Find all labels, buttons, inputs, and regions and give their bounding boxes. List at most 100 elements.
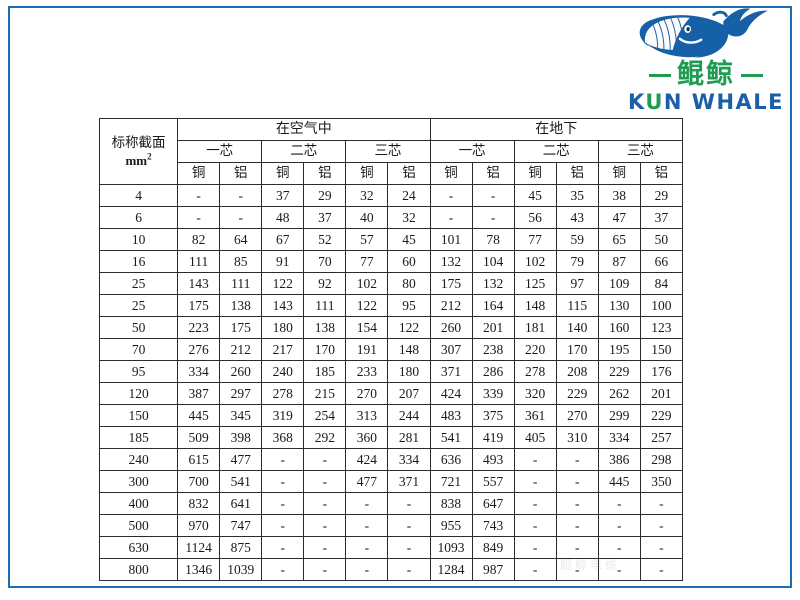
table-row: 6- -48 37 40 32- -56 43 47 37 [98,206,684,229]
cell-current-value: 111 [303,294,347,317]
cell-nominal-section: 400 [98,492,179,515]
cell-current-value: 371 [387,470,431,493]
cell-current-value: 80 [387,272,431,295]
cell-current-value: - [429,184,473,207]
cell-current-value: 233 [345,360,389,383]
header-metal-5: 铝 [387,162,431,185]
cell-current-value: 215 [303,382,347,405]
cell-current-value: 79 [555,250,599,273]
cell-current-value: - [219,206,263,229]
cell-nominal-section: 25 [98,272,179,295]
table-row: 95 334 260 240 185 233 180 371 286 278 208 229 176 [98,360,684,383]
cell-current-value: 334 [387,448,431,471]
cell-current-value: 32 [387,206,431,229]
cell-current-value: 52 [303,228,347,251]
table-row: 25 143 111 122 92 102 80 175 132 125 97 109 84 [98,272,684,295]
brand-logo: 鲲鲸 KUN WHALE [618,2,794,114]
cell-current-value: 310 [555,426,599,449]
cell-current-value: 419 [471,426,515,449]
corner-unit-exponent: 2 [147,151,152,162]
cell-current-value: - [513,492,557,515]
cell-current-value: - [345,514,389,537]
cell-current-value: 32 [345,184,389,207]
cell-current-value: - [219,184,263,207]
cell-current-value: 220 [513,338,557,361]
table-row: 185 509 398 368 292 360 281 541 419 405 310 334 257 [98,426,684,449]
cell-current-value: - [261,492,305,515]
cell-current-value: 1124 [177,536,221,559]
cell-current-value: 45 [387,228,431,251]
cell-current-value: 87 [597,250,641,273]
cell-current-value: 254 [303,404,347,427]
cell-current-value: 132 [471,272,515,295]
cell-current-value: 319 [261,404,305,427]
cell-current-value: 292 [303,426,347,449]
table-row: 4- -37 29 32 24- -45 35 38 29 [98,184,684,207]
cell-current-value: 37 [261,184,305,207]
cell-current-value: 260 [219,360,263,383]
cell-current-value: 278 [513,360,557,383]
cell-nominal-section: 185 [98,426,179,449]
cell-current-value: 207 [387,382,431,405]
cell-current-value: 278 [261,382,305,405]
header-row-metals: 铜铝铜铝铜铝铜铝铜铝铜铝 [100,162,684,185]
cell-current-value: 154 [345,316,389,339]
cell-current-value: 170 [303,338,347,361]
cell-current-value: - [555,448,599,471]
cell-current-value: 101 [429,228,473,251]
cell-current-value: - [303,492,347,515]
cell-current-value: 38 [597,184,641,207]
cell-current-value: 375 [471,404,515,427]
cell-current-value: - [513,536,557,559]
corner-header-unit: mm2 [125,151,152,168]
cell-current-value: 615 [177,448,221,471]
cell-current-value: 229 [639,404,684,427]
corner-header-nominal-section: 标称截面 mm2 [98,118,179,185]
cell-current-value: 636 [429,448,473,471]
cell-current-value: 832 [177,492,221,515]
cell-current-value: 1093 [429,536,473,559]
cell-current-value: 424 [429,382,473,405]
cell-current-value: - [387,514,431,537]
cell-current-value: 64 [219,228,263,251]
cell-current-value: 405 [513,426,557,449]
cell-current-value: 270 [345,382,389,405]
table-row: 300 700 541- -477 371 721 557- -445 350 [98,470,684,493]
cell-current-value: 77 [513,228,557,251]
cell-current-value: 175 [177,294,221,317]
cell-current-value: 185 [303,360,347,383]
corner-header-label: 标称截面 [111,134,166,150]
cell-current-value: 111 [177,250,221,273]
cell-nominal-section: 500 [98,514,179,537]
cell-current-value: 647 [471,492,515,515]
table-row: 25 175 138 143 111 122 95 212 164 148 115 130 100 [98,294,684,317]
cell-current-value: - [261,536,305,559]
brand-cn-text: 鲲鲸 [677,59,735,90]
cell-current-value: 78 [471,228,515,251]
cell-current-value: 320 [513,382,557,405]
cell-current-value: - [345,492,389,515]
cell-current-value: - [345,536,389,559]
cell-current-value: - [597,536,641,559]
cell-current-value: 223 [177,316,221,339]
cell-current-value: 140 [555,316,599,339]
brand-dash-right [741,73,763,77]
table-row: 50 223 175 180 138 154 122 260 201 181 140 160 123 [98,316,684,339]
cell-current-value: - [513,448,557,471]
cell-current-value: 493 [471,448,515,471]
brand-dash-left [649,73,671,77]
brand-en-lead: K [627,90,646,114]
header-metal-2: 铜 [261,162,305,185]
header-metal-0: 铜 [177,162,221,185]
cell-current-value: 122 [261,272,305,295]
header-core-4: 二芯 [513,140,599,163]
cell-current-value: - [261,558,305,581]
cell-current-value: 849 [471,536,515,559]
header-core-3: 一芯 [429,140,515,163]
cell-current-value: - [555,558,599,581]
header-row-environment: 标称截面 mm2 在空气中 在地下 [98,118,683,185]
cell-current-value: 361 [513,404,557,427]
cell-current-value: 313 [345,404,389,427]
cell-current-value: 95 [387,294,431,317]
cell-current-value: 281 [387,426,431,449]
